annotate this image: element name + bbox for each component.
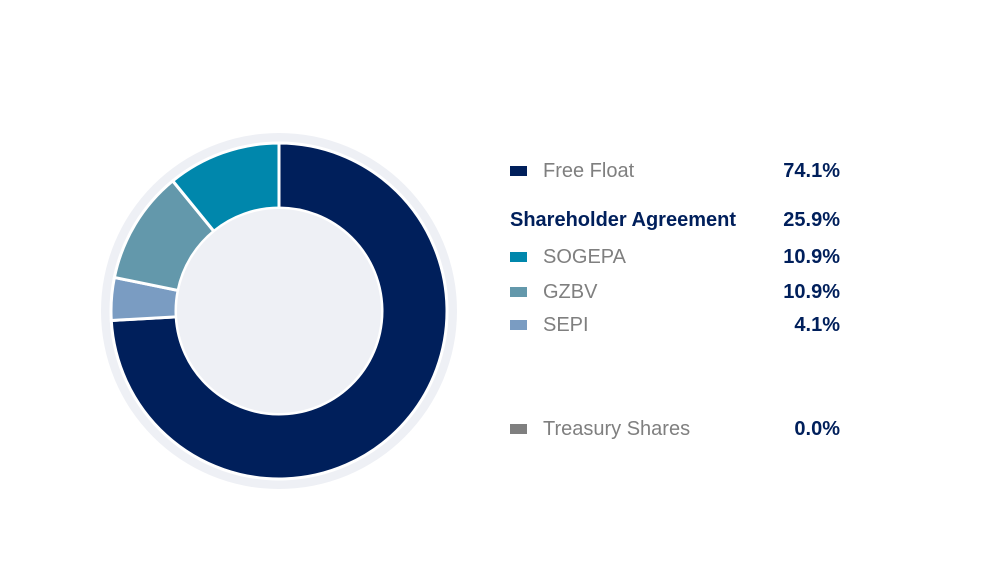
- legend-item-gzbv: GZBV 10.9%: [510, 278, 840, 306]
- legend-swatch-sogepa: [510, 252, 527, 262]
- donut-chart: [101, 133, 457, 489]
- legend-label-free-float: Free Float: [543, 159, 635, 182]
- legend-value-gzbv: 10.9%: [783, 280, 840, 303]
- slice-sogepa: [170, 141, 281, 234]
- legend-item-sepi: SEPI 4.1%: [510, 311, 840, 339]
- legend-value-sogepa: 10.9%: [783, 245, 840, 268]
- legend-value-treasury-shares: 0.0%: [794, 417, 840, 440]
- legend-item-free-float: Free Float 74.1%: [510, 157, 840, 185]
- legend-label-sogepa: SOGEPA: [543, 245, 626, 268]
- legend-label-shareholder-agreement: Shareholder Agreement: [510, 208, 736, 231]
- legend-item-sogepa: SOGEPA 10.9%: [510, 243, 840, 271]
- legend-item-treasury-shares: Treasury Shares 0.0%: [510, 415, 840, 443]
- legend-swatch-free-float: [510, 166, 527, 176]
- legend-label-gzbv: GZBV: [543, 280, 598, 303]
- legend-label-treasury-shares: Treasury Shares: [543, 417, 691, 440]
- legend-swatch-sepi: [510, 320, 527, 330]
- legend-swatch-treasury-shares: [510, 424, 527, 434]
- legend-group-shareholder-agreement: Shareholder Agreement 25.9%: [510, 206, 840, 234]
- legend-label-sepi: SEPI: [543, 313, 589, 336]
- legend-value-sepi: 4.1%: [794, 313, 840, 336]
- legend-swatch-gzbv: [510, 287, 527, 297]
- slice-free-float: [109, 141, 449, 481]
- legend-value-free-float: 74.1%: [783, 159, 840, 182]
- legend-value-shareholder-agreement: 25.9%: [783, 208, 840, 231]
- donut-center: [177, 209, 381, 413]
